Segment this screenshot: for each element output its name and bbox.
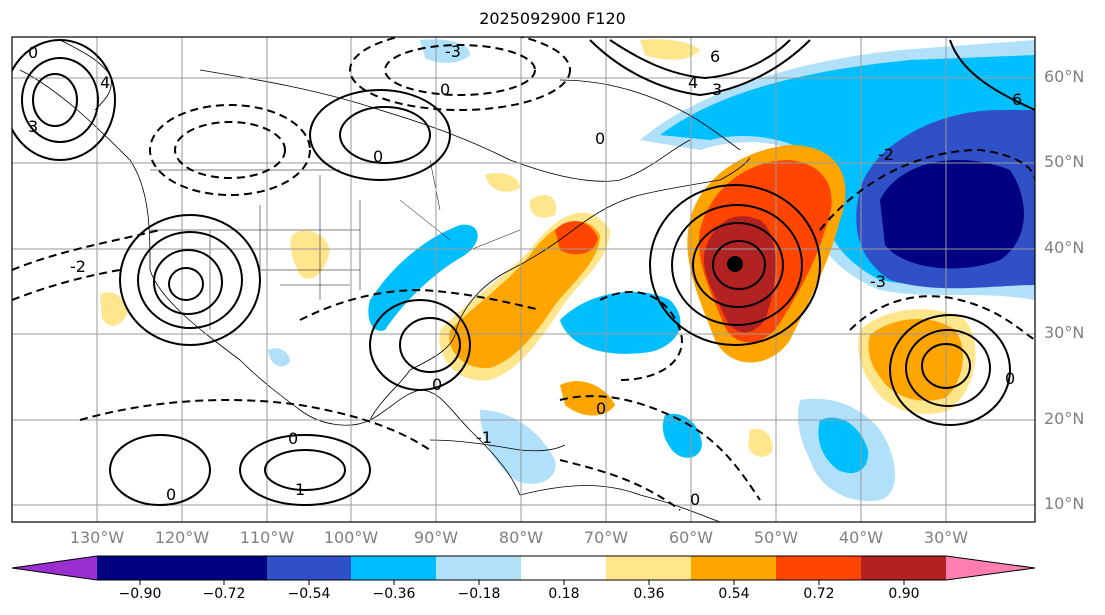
colorbar-segment [97, 556, 182, 580]
lon-label: 130°W [69, 528, 125, 547]
contour-label: 1 [295, 480, 305, 499]
colorbar-tick-label: −0.18 [457, 586, 501, 602]
contour-label: 6 [710, 47, 720, 66]
colorbar-segment [861, 556, 946, 580]
contour-label: 0 [373, 147, 383, 166]
map-frame [11, 36, 1036, 523]
lat-label: 20°N [1044, 409, 1085, 428]
colorbar-tick-label: 0.18 [548, 586, 580, 602]
colorbar-tick-label: −0.36 [372, 586, 416, 602]
state-borders [150, 159, 521, 330]
colorbar-segment [776, 556, 861, 580]
contour-label: 6 [1012, 90, 1022, 109]
lat-label: 50°N [1044, 152, 1085, 171]
lon-label: 70°W [583, 528, 629, 547]
storm-center-marker [727, 256, 743, 272]
colorbar-segment [351, 556, 436, 580]
contour-label: 0 [28, 43, 38, 62]
lon-label: 110°W [239, 528, 295, 547]
colorbar-segment [606, 556, 691, 580]
contour-label: 0 [440, 80, 450, 99]
colorbar-segment [182, 556, 267, 580]
contour-label: 0 [432, 375, 442, 394]
contour-label: -2 [878, 145, 894, 164]
colorbar-extend-low [12, 556, 97, 580]
colorbar-tick-label: 0.90 [888, 586, 920, 602]
shading-negative-misc [268, 39, 895, 501]
colorbar-tick-label: 0.36 [633, 586, 665, 602]
contour-label: -3 [445, 42, 461, 61]
contours-dashed [12, 37, 1035, 511]
map-title: 2025092900 F120 [479, 9, 626, 28]
colorbar [11, 555, 1036, 585]
contour-label: 0 [595, 129, 605, 148]
map-area: 0 -2 4 3 1 0 -1 0 0 6 4 3 -2 -3 6 -3 0 0… [12, 37, 1035, 522]
contours-solid [12, 39, 1035, 506]
lat-label: 10°N [1044, 494, 1085, 513]
contour-label: 3 [712, 80, 722, 99]
colorbar-tick-label: −0.72 [202, 586, 246, 602]
contour-label: 0 [596, 399, 606, 418]
lon-label: 120°W [154, 528, 210, 547]
colorbar-segment [691, 556, 776, 580]
lon-label: 50°W [753, 528, 799, 547]
lat-label: 30°N [1044, 323, 1085, 342]
contour-label: 4 [100, 73, 110, 92]
lon-label: 100°W [323, 528, 379, 547]
contour-label: -2 [70, 257, 86, 276]
colorbar-tick-label: 0.72 [803, 586, 835, 602]
contour-label: 0 [690, 490, 700, 509]
colorbar-tick-label: −0.90 [118, 586, 162, 602]
lon-label: 90°W [413, 528, 459, 547]
contour-label: -1 [476, 428, 492, 447]
colorbar-extend-high [946, 556, 1035, 580]
lon-label: 30°W [923, 528, 969, 547]
colorbar-segment [436, 556, 521, 580]
colorbar-segment [521, 556, 606, 580]
colorbar-segment [267, 556, 352, 580]
lat-label: 40°N [1044, 238, 1085, 257]
contour-label: 0 [288, 429, 298, 448]
lon-label: 40°W [838, 528, 884, 547]
lon-label: 60°W [668, 528, 714, 547]
coastlines [19, 39, 751, 522]
lat-label: 60°N [1044, 67, 1085, 86]
contour-labels: 0 -2 4 3 1 0 -1 0 0 6 4 3 -2 -3 6 -3 0 0… [28, 42, 1022, 509]
contour-label: 0 [166, 485, 176, 504]
shading-positive-east-coast [439, 195, 615, 416]
colorbar-tick-label: −0.54 [287, 586, 331, 602]
lon-label: 80°W [498, 528, 544, 547]
contour-label: -3 [870, 272, 886, 291]
colorbar-tick-label: 0.54 [718, 586, 750, 602]
contour-label: 0 [1005, 369, 1015, 388]
contour-label: 3 [28, 117, 38, 136]
contour-label: 4 [688, 73, 698, 92]
